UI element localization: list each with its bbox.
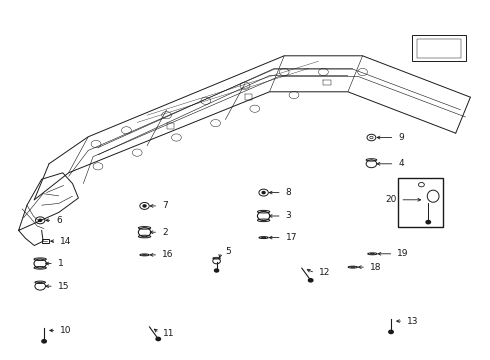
Text: 9: 9 (398, 133, 404, 142)
Text: 15: 15 (58, 282, 69, 291)
Text: 11: 11 (163, 328, 174, 338)
Text: 7: 7 (162, 202, 168, 210)
Text: 1: 1 (58, 259, 64, 268)
Text: 18: 18 (370, 263, 381, 271)
Bar (412, 35, 465, 61)
Circle shape (143, 205, 146, 207)
Text: 4: 4 (398, 159, 404, 168)
Circle shape (389, 330, 393, 334)
Text: 6: 6 (56, 216, 62, 225)
Circle shape (262, 192, 265, 194)
Bar (398, 178, 443, 227)
Text: 8: 8 (286, 188, 292, 197)
Circle shape (308, 279, 313, 282)
Circle shape (426, 220, 431, 224)
Text: 3: 3 (286, 211, 292, 220)
Text: 5: 5 (225, 248, 231, 256)
Text: 17: 17 (286, 233, 297, 242)
Text: 19: 19 (397, 249, 409, 258)
Text: 14: 14 (60, 237, 72, 246)
Text: 16: 16 (162, 251, 173, 259)
Text: 13: 13 (407, 317, 418, 325)
Bar (42, 239, 49, 243)
Bar (416, 39, 461, 58)
Circle shape (215, 269, 219, 272)
Text: 20: 20 (385, 195, 396, 204)
Text: 2: 2 (162, 228, 168, 237)
Circle shape (42, 339, 47, 343)
Circle shape (39, 219, 42, 221)
Text: 12: 12 (319, 269, 330, 277)
Circle shape (156, 337, 161, 341)
Text: 10: 10 (60, 326, 72, 335)
